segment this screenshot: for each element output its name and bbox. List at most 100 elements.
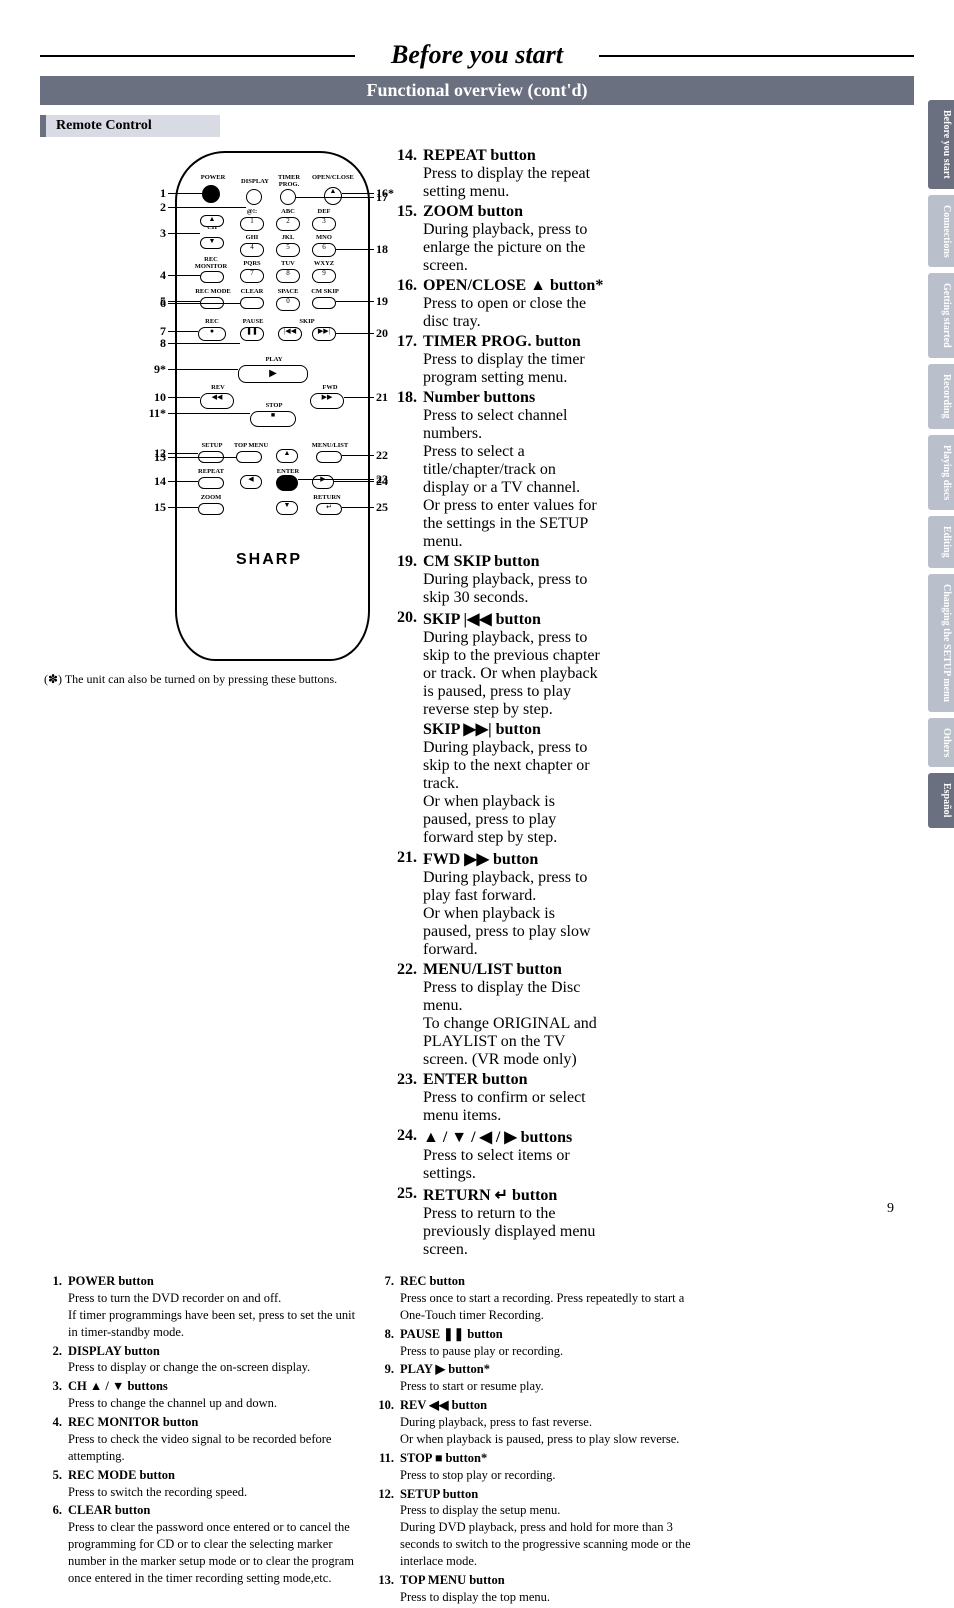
desc-item: 21.FWD ▶▶ buttonDuring playback, press t… xyxy=(395,849,605,959)
desc-item: 3.CH ▲ / ▼ buttonsPress to change the ch… xyxy=(40,1378,360,1412)
label-abc: ABC xyxy=(276,209,300,216)
callout-left: 1 xyxy=(140,186,166,201)
callout-right: 17 xyxy=(376,190,388,205)
label-fwd: FWD xyxy=(318,385,342,392)
desc-item: 18.Number buttonsPress to select channel… xyxy=(395,389,605,551)
ch-up-button: ▲ xyxy=(200,215,224,227)
label-space: SPACE xyxy=(276,289,300,296)
callout-left: 3 xyxy=(140,226,166,241)
label-power: POWER xyxy=(198,175,228,182)
section-label: Remote Control xyxy=(40,115,220,137)
desc-item: 2.DISPLAY buttonPress to display or chan… xyxy=(40,1343,360,1377)
side-tab: Connections xyxy=(928,195,954,268)
num4: 4 xyxy=(240,243,264,257)
desc-item: 10.REV ◀◀ buttonDuring playback, press t… xyxy=(372,1397,692,1448)
label-open: OPEN/CLOSE xyxy=(312,175,352,182)
num5: 5 xyxy=(276,243,300,257)
clear-button xyxy=(240,297,264,309)
skip-next-button: ▶▶| xyxy=(312,327,336,341)
desc-item: 4.REC MONITOR buttonPress to check the v… xyxy=(40,1414,360,1465)
side-tab: Changing the SETUP menu xyxy=(928,574,954,712)
side-tab: Recording xyxy=(928,364,954,428)
skip-prev-button: |◀◀ xyxy=(278,327,302,341)
nav-down: ▼ xyxy=(276,501,298,515)
desc-item: 20.SKIP |◀◀ buttonDuring playback, press… xyxy=(395,609,605,847)
desc-item: 8.PAUSE ❚❚ buttonPress to pause play or … xyxy=(372,1326,692,1360)
desc-item: 7.REC buttonPress once to start a record… xyxy=(372,1273,692,1324)
recmon-button xyxy=(200,271,224,283)
side-tab: Playing discs xyxy=(928,435,954,510)
open-button: ▲ xyxy=(324,187,342,205)
display-button xyxy=(246,189,262,205)
label-pqrs: PQRS xyxy=(240,261,264,268)
label-topmenu: TOP MENU xyxy=(232,443,270,450)
callout-right: 19 xyxy=(376,294,388,309)
num3: 3 xyxy=(312,217,336,231)
desc-item: 14.REPEAT buttonPress to display the rep… xyxy=(395,147,605,201)
callout-right: 21 xyxy=(376,390,388,405)
label-rev: REV xyxy=(206,385,230,392)
callout-left: 4 xyxy=(140,268,166,283)
label-display: DISPLAY xyxy=(240,179,270,186)
fwd-button: ▶▶ xyxy=(310,393,344,409)
timer-button xyxy=(280,189,296,205)
side-tab: Getting started xyxy=(928,273,954,358)
side-tab: Español xyxy=(928,773,954,827)
desc-column-2: 7.REC buttonPress once to start a record… xyxy=(372,1273,692,1608)
callout-left: 15 xyxy=(140,500,166,515)
label-clear: CLEAR xyxy=(240,289,264,296)
label-skip: SKIP xyxy=(294,319,320,326)
side-tab: Others xyxy=(928,718,954,767)
side-tab: Before you start xyxy=(928,100,954,189)
desc-item: 11.STOP ■ button*Press to stop play or r… xyxy=(372,1450,692,1484)
side-tab: Editing xyxy=(928,516,954,568)
desc-item: 6.CLEAR buttonPress to clear the passwor… xyxy=(40,1502,360,1586)
return-button: ↵ xyxy=(316,503,342,515)
num6: 6 xyxy=(312,243,336,257)
num7: 7 xyxy=(240,269,264,283)
callout-left: 11* xyxy=(140,406,166,421)
label-jkl: JKL xyxy=(276,235,300,242)
ch-down-button: ▼ xyxy=(200,237,224,249)
label-play: PLAY xyxy=(262,357,286,364)
label-ghi: GHI xyxy=(240,235,264,242)
label-setup: SETUP xyxy=(198,443,226,450)
menulist-button xyxy=(316,451,342,463)
pause-button: ❚❚ xyxy=(240,327,264,341)
label-rec: REC xyxy=(200,319,224,326)
label-stop: STOP xyxy=(262,403,286,410)
zoom-button xyxy=(198,503,224,515)
label-mno: MNO xyxy=(312,235,336,242)
desc-item: 23.ENTER buttonPress to confirm or selec… xyxy=(395,1071,605,1125)
num8: 8 xyxy=(276,269,300,283)
label-zoom: ZOOM xyxy=(198,495,224,502)
desc-item: 22.MENU/LIST buttonPress to display the … xyxy=(395,961,605,1069)
callout-left: 2 xyxy=(140,200,166,215)
play-button: ▶ xyxy=(238,365,308,383)
brand-label: SHARP xyxy=(236,551,302,569)
label-pause: PAUSE xyxy=(240,319,266,326)
topmenu-button xyxy=(236,451,262,463)
label-cmskip: CM SKIP xyxy=(310,289,340,296)
callout-right: 18 xyxy=(376,242,388,257)
num9: 9 xyxy=(312,269,336,283)
desc-item: 5.REC MODE buttonPress to switch the rec… xyxy=(40,1467,360,1501)
label-tuv: TUV xyxy=(276,261,300,268)
callout-right: 22 xyxy=(376,448,388,463)
callout-left: 10 xyxy=(140,390,166,405)
desc-columns: 1.POWER buttonPress to turn the DVD reco… xyxy=(40,1273,914,1608)
num2: 2 xyxy=(276,217,300,231)
label-return: RETURN xyxy=(312,495,342,502)
label-menulist: MENU/LIST xyxy=(310,443,350,450)
title-banner: Before you start xyxy=(40,40,914,70)
desc-item: 16.OPEN/CLOSE ▲ button*Press to open or … xyxy=(395,277,605,331)
label-sym: @!: xyxy=(240,209,264,216)
label-recmode: REC MODE xyxy=(192,289,234,296)
page-title: Before you start xyxy=(375,40,579,70)
nav-up: ▲ xyxy=(276,449,298,463)
callout-right: 24 xyxy=(376,474,388,489)
callout-left: 9* xyxy=(140,362,166,377)
callout-left: 6 xyxy=(140,296,166,311)
enter-button xyxy=(276,475,298,491)
num1: 1 xyxy=(240,217,264,231)
